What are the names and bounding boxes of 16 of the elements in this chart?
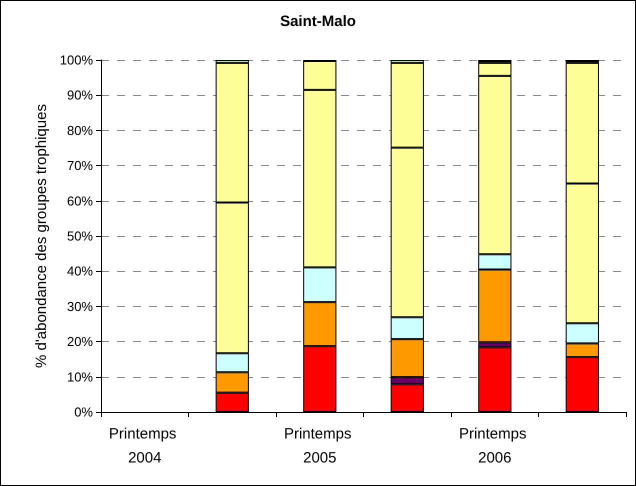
y-tick-label: 60% — [66, 193, 94, 208]
y-axis-title: % d'abondance des groupes trophiques — [32, 104, 50, 368]
y-tick-label: 70% — [66, 158, 94, 174]
y-tick-label: 20% — [66, 334, 94, 350]
x-tick-label: Printemps 2005 — [284, 426, 356, 466]
y-tick-label: 90% — [66, 88, 94, 103]
y-tick-label: 80% — [66, 122, 94, 138]
x-tick-label: Printemps 2004 — [108, 426, 181, 466]
chart-title: Saint-Malo — [280, 13, 356, 30]
y-tick-label: 50% — [66, 228, 94, 244]
x-tick-label: Printemps 2006 — [458, 426, 531, 466]
y-tick-label: 0% — [74, 404, 94, 420]
y-tick-label: 40% — [66, 264, 94, 279]
y-tick-label: 100% — [60, 52, 94, 68]
y-tick-label: 30% — [66, 298, 94, 314]
y-tick-label: 10% — [66, 369, 94, 384]
